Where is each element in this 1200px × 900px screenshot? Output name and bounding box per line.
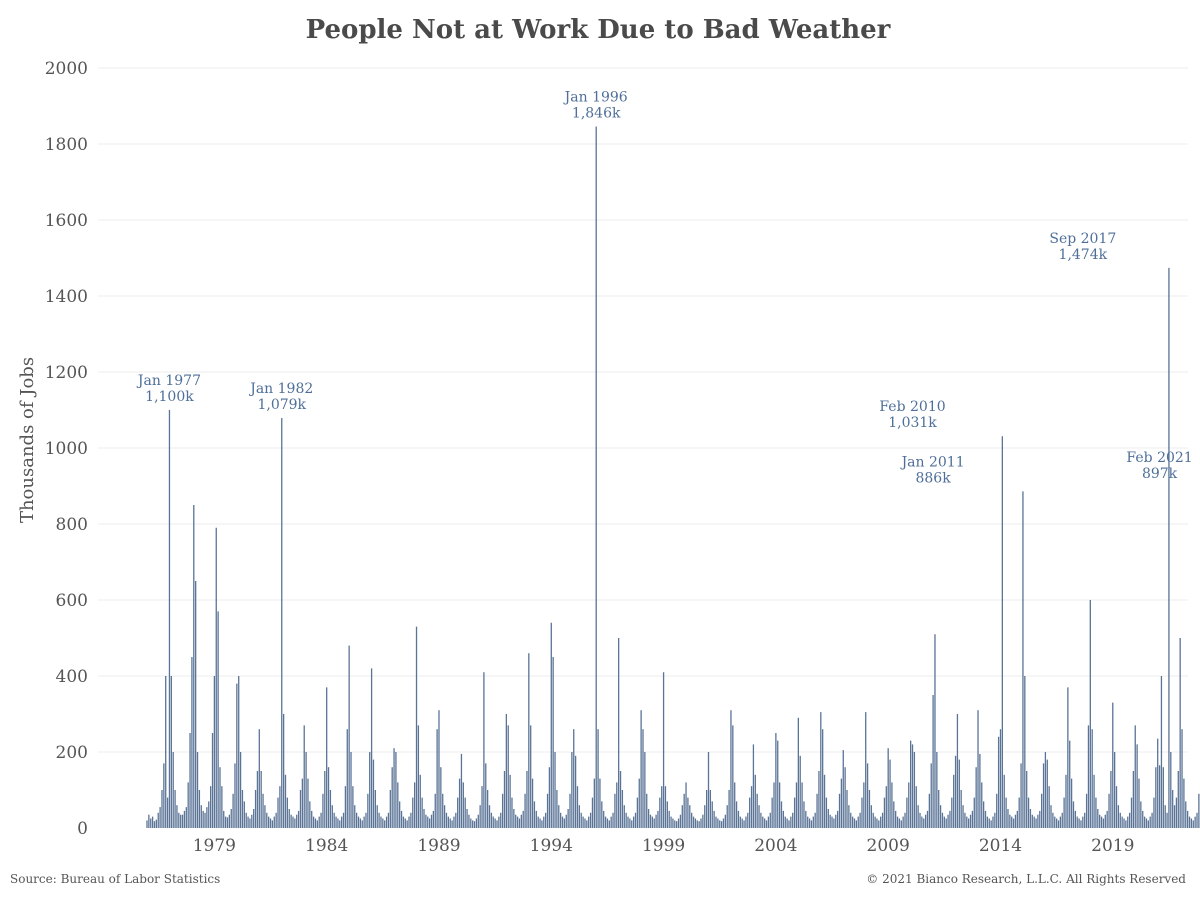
annotation-date: Jan 1982 xyxy=(248,381,313,397)
y-tick-label: 1800 xyxy=(45,135,88,155)
y-axis-label: Thousands of Jobs xyxy=(17,357,38,523)
source-note: Source: Bureau of Labor Statistics xyxy=(10,872,220,886)
annotation-date: Jan 1996 xyxy=(563,90,628,106)
bar-series xyxy=(146,126,1200,828)
x-tick-label: 1999 xyxy=(642,836,685,856)
y-tick-label: 1400 xyxy=(45,287,88,307)
x-tick-label: 1984 xyxy=(305,836,348,856)
annotation-value: 1,846k xyxy=(572,106,621,122)
y-tick-label: 800 xyxy=(56,515,88,535)
annotation-value: 1,100k xyxy=(145,389,194,405)
annotation-value: 1,031k xyxy=(888,415,937,431)
x-axis-ticks: 1979 1984 1989 1994 1999 2004 2009 2014 2019 xyxy=(193,836,1135,856)
annotation-date: Feb 2010 xyxy=(879,399,945,415)
x-tick-label: 2019 xyxy=(1091,836,1134,856)
y-tick-label: 1200 xyxy=(45,363,88,383)
x-tick-label: 1994 xyxy=(530,836,573,856)
x-tick-label: 2004 xyxy=(754,836,797,856)
annotation-value: 1,474k xyxy=(1059,247,1108,263)
y-tick-label: 600 xyxy=(56,591,88,611)
annotation-value: 1,079k xyxy=(257,397,306,413)
x-tick-label: 1979 xyxy=(193,836,236,856)
annotation-date: Jan 2011 xyxy=(900,454,965,470)
y-tick-label: 400 xyxy=(56,667,88,687)
chart-title: People Not at Work Due to Bad Weather xyxy=(306,15,891,45)
y-tick-label: 200 xyxy=(56,743,88,763)
gridlines xyxy=(98,67,1188,753)
annotation-value: 886k xyxy=(915,470,951,486)
y-tick-label: 1000 xyxy=(45,439,88,459)
annotation-value: 897k xyxy=(1142,466,1178,482)
copyright-note: © 2021 Bianco Research, L.L.C. All Right… xyxy=(866,872,1186,886)
annotation-date: Jan 1977 xyxy=(136,373,201,389)
x-tick-label: 2014 xyxy=(979,836,1022,856)
x-tick-label: 1989 xyxy=(417,836,460,856)
y-tick-label: 1600 xyxy=(45,211,88,231)
x-tick-label: 2009 xyxy=(867,836,910,856)
annotation-date: Sep 2017 xyxy=(1049,231,1116,247)
y-tick-label: 0 xyxy=(77,819,88,839)
y-tick-label: 2000 xyxy=(45,59,88,79)
annotation-date: Feb 2021 xyxy=(1126,450,1192,466)
